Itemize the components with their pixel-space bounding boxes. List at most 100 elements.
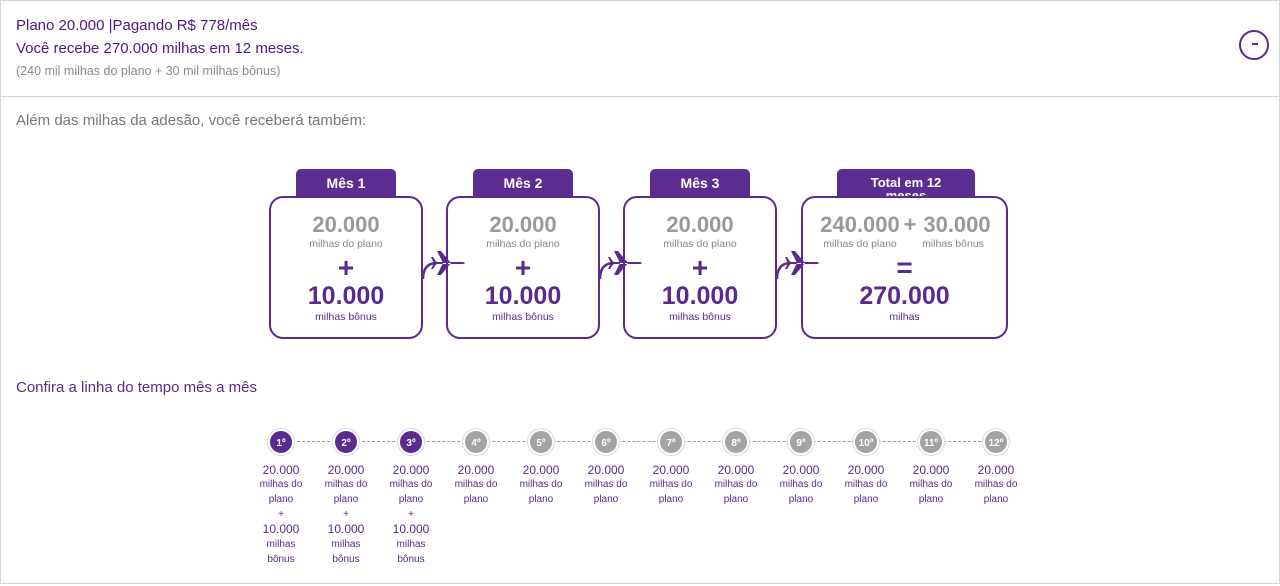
minus-icon: [1252, 43, 1258, 45]
plus-sign: +: [408, 509, 414, 520]
month-marker: 3º: [398, 429, 424, 455]
month-marker: 7º: [658, 429, 684, 455]
plan-unit-line1: milhas do: [259, 479, 303, 490]
plus-sign: +: [343, 509, 349, 520]
month-marker: 9º: [788, 429, 814, 455]
plus-sign: +: [278, 509, 284, 520]
plan-unit-line1: milhas do: [909, 479, 953, 490]
plan-unit-line1: milhas do: [324, 479, 368, 490]
plan-unit-line2: plano: [918, 494, 944, 505]
plan-amount: 20.000: [782, 463, 820, 477]
bonus-label: milhas bônus: [492, 311, 554, 323]
equals-sign: =: [896, 252, 913, 283]
timeline-item: 5º 20.000 milhas do plano: [511, 429, 571, 507]
timeline-item: 11º 20.000 milhas do plano: [901, 429, 961, 507]
bonus-amount: 10.000: [484, 282, 562, 310]
month-marker: 6º: [593, 429, 619, 455]
plan-amount: 20.000: [666, 212, 734, 237]
bonus-amount: 10.000: [327, 522, 365, 536]
plan-unit-line2: plano: [593, 494, 619, 505]
total-label: milhas: [889, 311, 920, 323]
airplane-icon: [775, 251, 819, 280]
month-marker: 5º: [528, 429, 554, 455]
timeline-title: Confira a linha do tempo mês a mês: [16, 379, 257, 396]
plus-sign: +: [514, 252, 532, 283]
total-bonus-label: milhas bônus: [922, 238, 984, 250]
timeline-item: 8º 20.000 milhas do plano: [706, 429, 766, 507]
airplane-icon: [598, 251, 642, 280]
bonus-amount: 10.000: [307, 282, 385, 310]
plan-amount: 20.000: [717, 463, 755, 477]
total-bonus-amount: 30.000: [923, 212, 991, 237]
bonus-unit-line1: milhas: [396, 539, 426, 550]
tab-total-line1: Total em 12: [870, 175, 942, 190]
intro-text: Além das milhas da adesão, você receberá…: [16, 112, 367, 129]
timeline-line: [282, 441, 996, 442]
plan-amount: 20.000: [457, 463, 495, 477]
bonus-unit-line2: bônus: [332, 554, 360, 565]
plan-amount: 20.000: [327, 463, 365, 477]
plan-unit-line1: milhas do: [974, 479, 1018, 490]
total-plus-sign: +: [903, 212, 917, 237]
bonus-amount: 10.000: [661, 282, 739, 310]
plan-amount: 20.000: [912, 463, 950, 477]
plan-header[interactable]: Plano 20.000 |Pagando R$ 778/mês Você re…: [1, 1, 1279, 97]
bonus-unit-line2: bônus: [267, 554, 295, 565]
month-marker: 12º: [983, 429, 1009, 455]
plan-unit-line1: milhas do: [649, 479, 693, 490]
plan-unit-line2: plano: [268, 494, 294, 505]
month-marker: 1º: [268, 429, 294, 455]
plan-label: milhas do plano: [486, 238, 560, 250]
month-card-3: 20.000 milhas do plano + 10.000 milhas b…: [623, 196, 777, 339]
plan-unit-line2: plano: [983, 494, 1009, 505]
total-plan-label: milhas do plano: [823, 238, 897, 250]
plan-unit-line2: plano: [853, 494, 879, 505]
plan-unit-line2: plano: [788, 494, 814, 505]
plan-label: milhas do plano: [663, 238, 737, 250]
month-marker: 11º: [918, 429, 944, 455]
plan-amount: 20.000: [312, 212, 380, 237]
tab-month-1: Mês 1: [296, 169, 396, 199]
total-plan-amount: 240.000: [820, 212, 900, 237]
plan-amount: 20.000: [847, 463, 885, 477]
airplane-icon: [421, 251, 465, 280]
plan-unit-line1: milhas do: [519, 479, 563, 490]
plan-amount: 20.000: [392, 463, 430, 477]
bonus-label: milhas bônus: [315, 311, 377, 323]
plan-unit-line2: plano: [658, 494, 684, 505]
bonus-unit-line1: milhas: [331, 539, 361, 550]
plan-amount: 20.000: [977, 463, 1015, 477]
plan-amount: 20.000: [262, 463, 300, 477]
collapse-button[interactable]: [1239, 30, 1269, 60]
plan-unit-line1: milhas do: [389, 479, 433, 490]
plan-amount: 20.000: [489, 212, 557, 237]
plan-amount: 20.000: [587, 463, 625, 477]
timeline-item: 2º 20.000 milhas do plano +10.000 milhas bônus: [316, 429, 376, 567]
plan-title: Plano 20.000 |Pagando R$ 778/mês: [16, 17, 258, 34]
plan-unit-line1: milhas do: [454, 479, 498, 490]
month-marker: 2º: [333, 429, 359, 455]
plan-unit-line1: milhas do: [844, 479, 888, 490]
plus-sign: +: [691, 252, 709, 283]
total-amount: 270.000: [859, 282, 950, 310]
tab-month-2: Mês 2: [473, 169, 573, 199]
plan-label: milhas do plano: [309, 238, 383, 250]
plan-breakdown: (240 mil milhas do plano + 30 mil milhas…: [16, 64, 281, 78]
plan-unit-line2: plano: [463, 494, 489, 505]
month-card-2: 20.000 milhas do plano + 10.000 milhas b…: [446, 196, 600, 339]
plan-unit-line1: milhas do: [714, 479, 758, 490]
plan-unit-line1: milhas do: [779, 479, 823, 490]
month-card-1: 20.000 milhas do plano + 10.000 milhas b…: [269, 196, 423, 339]
month-marker: 4º: [463, 429, 489, 455]
plan-amount: 20.000: [652, 463, 690, 477]
bonus-unit-line1: milhas: [266, 539, 296, 550]
plan-unit-line1: milhas do: [584, 479, 628, 490]
plan-unit-line2: plano: [398, 494, 424, 505]
bonus-label: milhas bônus: [669, 311, 731, 323]
timeline-item: 1º 20.000 milhas do plano +10.000 milhas bônus: [251, 429, 311, 567]
timeline-item: 12º 20.000 milhas do plano: [966, 429, 1026, 507]
tab-month-3: Mês 3: [650, 169, 750, 199]
plan-summary: Você recebe 270.000 milhas em 12 meses.: [16, 40, 304, 57]
plan-unit-line2: plano: [333, 494, 359, 505]
